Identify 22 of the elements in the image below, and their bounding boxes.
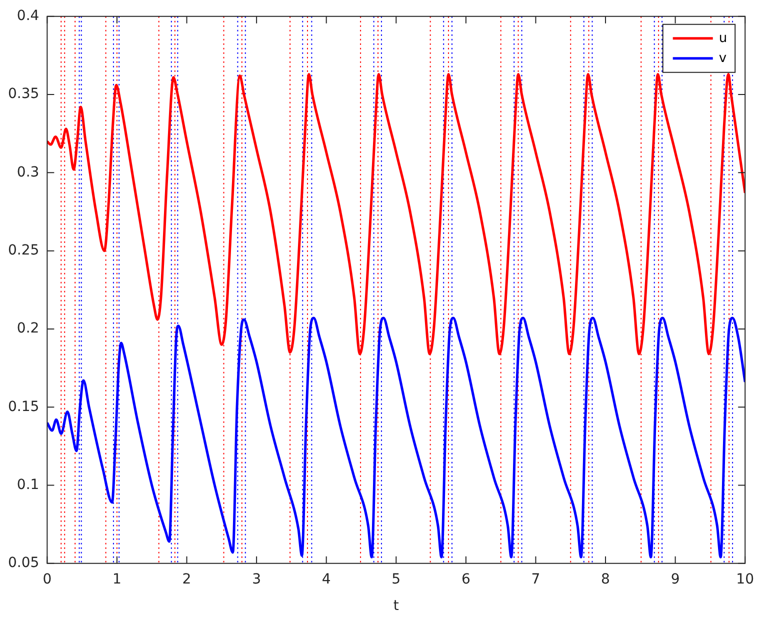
y-tick-label: 0.3 <box>16 164 40 180</box>
y-tick-label: 0.05 <box>8 555 40 572</box>
x-tick-label: 8 <box>601 571 610 588</box>
x-tick-label: 3 <box>252 571 262 588</box>
y-tick-label: 0.1 <box>16 476 40 493</box>
x-tick-label: 10 <box>736 571 754 588</box>
x-tick-label: 0 <box>42 571 52 588</box>
x-tick-label: 2 <box>182 571 192 588</box>
x-tick-label: 7 <box>531 571 540 588</box>
legend-label: u <box>718 30 728 46</box>
y-tick-label: 0.4 <box>16 8 40 24</box>
x-tick-label: 5 <box>392 571 401 588</box>
x-tick-label: 1 <box>112 571 122 588</box>
x-tick-label: 9 <box>670 571 680 588</box>
y-tick-label: 0.15 <box>8 398 40 415</box>
y-tick-label: 0.35 <box>8 86 40 102</box>
x-tick-label: 4 <box>322 571 331 588</box>
x-axis-title: t <box>393 598 400 614</box>
y-tick-label: 0.25 <box>8 242 40 258</box>
x-tick-label: 6 <box>461 571 470 588</box>
legend-label: v <box>718 50 727 66</box>
y-tick-label: 0.2 <box>16 320 40 337</box>
